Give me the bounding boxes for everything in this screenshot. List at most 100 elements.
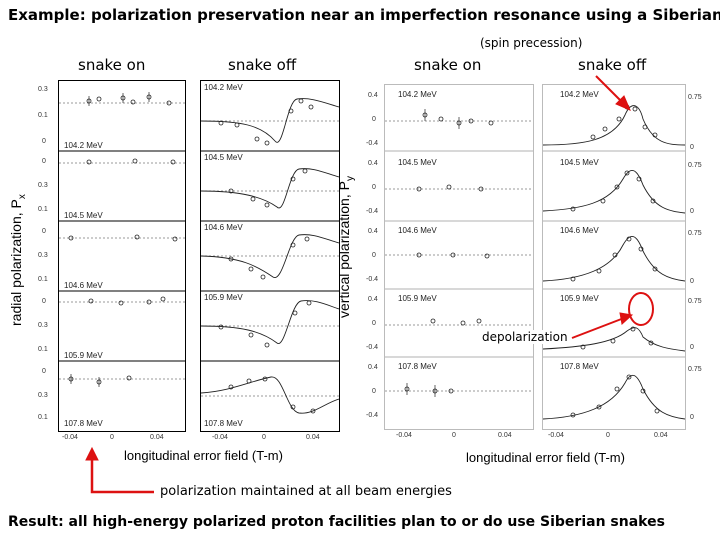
right-xtick-2: 0 [452, 432, 456, 439]
left-off-energy-label-1: 104.2 MeV [204, 83, 243, 92]
left-ytick-4b: 0.3 [38, 322, 48, 329]
header-left-snake-on: snake on [78, 56, 146, 74]
depolarization-arrow [571, 317, 625, 339]
left-ytick-2b: 0.3 [38, 182, 48, 189]
right-side-tick-1: 0.75 [688, 94, 702, 101]
left-ytick-2c: 0.1 [38, 206, 48, 213]
right-xtick-1: -0.04 [396, 432, 412, 439]
left-ytick-3a: 0 [42, 228, 46, 235]
left-ytick-2a: 0 [42, 158, 46, 165]
depolarization-arrowhead [619, 312, 634, 325]
right-ytick-2b: 0 [372, 184, 376, 191]
right-side-tick-3: 0.75 [688, 162, 702, 169]
right-off-xtick-2: 0 [606, 432, 610, 439]
right-energy-label-2: 104.5 MeV [398, 158, 437, 167]
right-off-energy-label-4: 105.9 MeV [560, 294, 599, 303]
left-energy-label-2: 104.5 MeV [64, 211, 103, 220]
header-left-snake-off: snake off [228, 56, 297, 74]
left-x-axis-title: longitudinal error field (T-m) [124, 448, 283, 463]
right-ytick-2c: -0.4 [366, 208, 379, 215]
right-snake-on-column [384, 84, 534, 430]
right-ytick-2a: 0.4 [368, 160, 378, 167]
slide-title: Example: polarization preservation near … [8, 6, 720, 24]
right-snake-off-svg [542, 104, 686, 420]
right-ytick-3a: 0.4 [368, 228, 378, 235]
right-side-tick-4: 0 [690, 208, 694, 215]
right-off-energy-label-1: 104.2 MeV [560, 90, 599, 99]
right-off-xtick-3: 0.04 [654, 432, 668, 439]
top-red-arrow [595, 75, 625, 105]
left-xtick-3: 0.04 [150, 434, 164, 441]
left-ytick-5a: 0 [42, 368, 46, 375]
result-text: Result: all high-energy polarized proton… [8, 514, 665, 530]
right-snake-off-column [542, 84, 686, 430]
right-side-tick-6: 0 [690, 278, 694, 285]
right-ytick-3b: 0 [372, 252, 376, 259]
left-energy-label-1: 104.2 MeV [64, 141, 103, 150]
right-ytick-5a: 0.4 [368, 364, 378, 371]
left-off-energy-label-5: 107.8 MeV [204, 419, 243, 428]
right-side-tick-9: 0.75 [688, 366, 702, 373]
right-energy-label-3: 104.6 MeV [398, 226, 437, 235]
left-off-energy-label-4: 105.9 MeV [204, 293, 243, 302]
header-right-snake-off: snake off [578, 56, 647, 74]
right-side-tick-2: 0 [690, 144, 694, 151]
right-ytick-3c: -0.4 [366, 276, 379, 283]
left-snake-off-svg [200, 98, 340, 414]
left-snake-on-svg [59, 92, 185, 387]
left-ytick-1c: 0 [42, 138, 46, 145]
left-energy-label-3: 104.6 MeV [64, 281, 103, 290]
left-ytick-5b: 0.3 [38, 392, 48, 399]
right-ytick-5b: 0 [372, 388, 376, 395]
right-snake-on-svg [385, 109, 533, 397]
right-xtick-3: 0.04 [498, 432, 512, 439]
right-ytick-1c: -0.4 [366, 140, 379, 147]
bottom-red-arrowhead [85, 446, 99, 461]
left-off-energy-label-2: 104.5 MeV [204, 153, 243, 162]
left-ytick-1b: 0.1 [38, 112, 48, 119]
right-ytick-4a: 0.4 [368, 296, 378, 303]
depolarization-label: depolarization [482, 330, 568, 344]
left-ytick-1a: 0.3 [38, 86, 48, 93]
left-xtick-2: 0 [110, 434, 114, 441]
left-ytick-4c: 0.1 [38, 346, 48, 353]
left-ytick-3c: 0.1 [38, 276, 48, 283]
right-off-energy-label-3: 104.6 MeV [560, 226, 599, 235]
right-side-tick-10: 0 [690, 414, 694, 421]
right-off-energy-label-2: 104.5 MeV [560, 158, 599, 167]
header-right-snake-on: snake on [414, 56, 482, 74]
bottom-red-arrow [90, 458, 154, 494]
right-energy-label-1: 104.2 MeV [398, 90, 437, 99]
right-energy-label-4: 105.9 MeV [398, 294, 437, 303]
left-ytick-5c: 0.1 [38, 414, 48, 421]
top-red-arrowhead [615, 95, 631, 111]
maintained-label: polarization maintained at all beam ener… [160, 484, 452, 499]
left-energy-label-4: 105.9 MeV [64, 351, 103, 360]
left-snake-on-column [58, 80, 186, 432]
left-off-energy-label-3: 104.6 MeV [204, 223, 243, 232]
spin-precession-label: (spin precession) [480, 36, 583, 50]
right-off-xtick-1: -0.04 [548, 432, 564, 439]
left-off-xtick-1: -0.04 [212, 434, 228, 441]
right-ytick-1a: 0.4 [368, 92, 378, 99]
right-x-axis-title: longitudinal error field (T-m) [466, 450, 625, 465]
right-ytick-5c: -0.4 [366, 412, 379, 419]
right-ytick-4b: 0 [372, 320, 376, 327]
depolarization-circle [628, 292, 654, 326]
right-ytick-1b: 0 [372, 116, 376, 123]
left-off-xtick-2: 0 [262, 434, 266, 441]
left-ytick-4a: 0 [42, 298, 46, 305]
right-side-tick-8: 0 [690, 344, 694, 351]
right-energy-label-5: 107.8 MeV [398, 362, 437, 371]
right-side-tick-5: 0.75 [688, 230, 702, 237]
left-off-xtick-3: 0.04 [306, 434, 320, 441]
left-energy-label-5: 107.8 MeV [64, 419, 103, 428]
left-snake-off-column [200, 80, 340, 432]
right-side-tick-7: 0.75 [688, 298, 702, 305]
left-ytick-3b: 0.3 [38, 252, 48, 259]
right-off-energy-label-5: 107.8 MeV [560, 362, 599, 371]
right-ytick-4c: -0.4 [366, 344, 379, 351]
left-xtick-1: -0.04 [62, 434, 78, 441]
